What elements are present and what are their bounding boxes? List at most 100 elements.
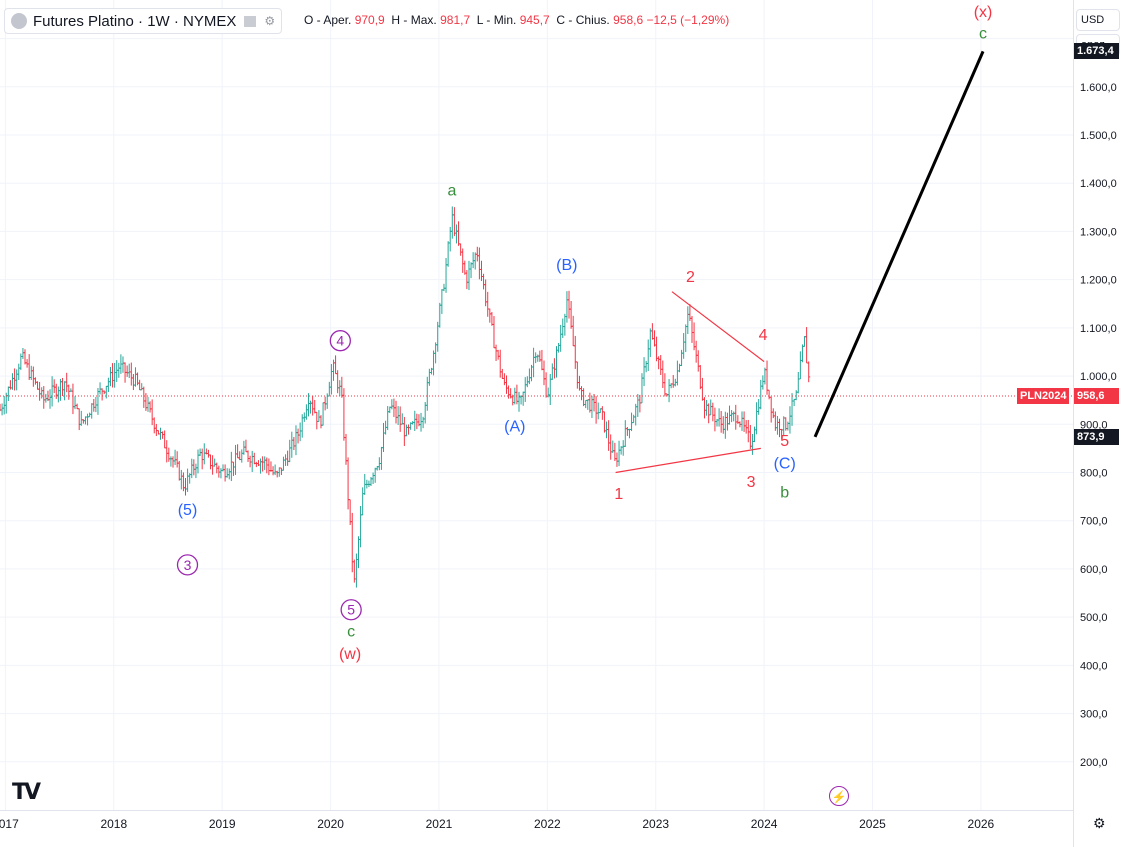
ohlc-bar xyxy=(54,383,58,399)
ohlc-bar xyxy=(467,260,471,291)
ohlc-bar xyxy=(50,376,54,407)
ohlc-bar xyxy=(371,472,375,485)
ohlc-bar xyxy=(398,406,402,432)
low-value: 945,7 xyxy=(519,13,550,27)
y-tick-label: 1.300,0 xyxy=(1080,226,1117,238)
ohlc-bar xyxy=(798,351,802,380)
ohlc-bar xyxy=(286,450,290,466)
ohlc-bar xyxy=(625,427,629,436)
flag-icon[interactable] xyxy=(244,15,257,27)
x-tick-label: 2024 xyxy=(751,817,778,831)
ohlc-bar xyxy=(742,411,746,432)
ohlc-bar xyxy=(569,300,573,329)
ohlc-bar xyxy=(719,410,723,433)
ohlc-bar xyxy=(404,424,408,437)
ohlc-bar xyxy=(169,456,173,467)
ohlc-bar xyxy=(442,283,446,292)
ohlc-bar xyxy=(77,408,81,431)
high-value: 981,7 xyxy=(440,13,471,27)
ohlc-bar xyxy=(700,377,704,401)
wave-label-circle xyxy=(176,554,199,576)
ohlc-bar xyxy=(457,221,461,246)
ohlc-bar xyxy=(206,449,210,458)
price-tag-last: 958,6 xyxy=(1074,388,1119,405)
x-tick-label: 2026 xyxy=(968,817,995,831)
ohlc-bar xyxy=(336,370,340,394)
ohlc-bar xyxy=(173,449,177,465)
ohlc-bar xyxy=(469,262,473,279)
ohlc-bar xyxy=(315,411,319,430)
ohlc-bar xyxy=(146,396,150,412)
ohlc-bar xyxy=(794,390,798,401)
ohlc-bar xyxy=(571,315,575,347)
currency-button[interactable]: USD xyxy=(1076,9,1120,31)
lightning-icon[interactable]: ⚡ xyxy=(829,786,849,806)
ohlc-bar xyxy=(313,399,317,414)
ohlc-bar xyxy=(705,399,709,416)
x-tick-label: 2025 xyxy=(859,817,886,831)
x-tick-label: 2020 xyxy=(317,817,344,831)
ohlc-bar xyxy=(492,316,496,349)
ohlc-bar xyxy=(236,444,240,459)
y-tick-label: 400,0 xyxy=(1080,660,1108,672)
currency-label: USD xyxy=(1081,14,1105,26)
ohlc-bar xyxy=(209,454,213,470)
ohlc-bar xyxy=(657,356,661,370)
symbol-title[interactable]: Futures Platino · 1W · NYMEX xyxy=(33,12,237,30)
ohlc-bar xyxy=(425,376,429,411)
settings-gear-icon[interactable]: ⚙ xyxy=(1093,815,1106,831)
ohlc-bar xyxy=(746,419,750,443)
ohlc-bar xyxy=(357,536,361,569)
ohlc-bar xyxy=(584,399,588,409)
ohlc-bar xyxy=(621,440,625,456)
ohlc-bar xyxy=(171,456,175,468)
ohlc-bar xyxy=(165,440,169,463)
ohlc-bar xyxy=(181,472,185,492)
ohlc-bar xyxy=(175,451,179,468)
ohlc-bar xyxy=(434,342,438,364)
ohlc-bar xyxy=(354,553,358,588)
ohlc-bar xyxy=(290,431,294,458)
ohlc-bar xyxy=(400,413,404,425)
ohlc-bar xyxy=(133,367,137,387)
gear-icon[interactable]: ⚙ xyxy=(264,14,276,28)
ohlc-legend: O - Aper. 970,9 H - Max. 981,7 L - Min. … xyxy=(304,13,729,27)
ohlc-bar xyxy=(6,386,10,402)
x-tick-label: 2023 xyxy=(642,817,669,831)
price-tag-projection-start: 873,9 xyxy=(1074,428,1119,445)
projection-line xyxy=(813,50,985,438)
y-tick-label: 900,0 xyxy=(1080,419,1108,431)
ohlc-bar xyxy=(650,323,654,340)
ohlc-bar xyxy=(154,423,158,437)
ohlc-bar xyxy=(461,248,465,273)
ohlc-bar xyxy=(563,313,567,336)
ohlc-bar xyxy=(177,460,181,481)
wave-label: 3 xyxy=(747,474,756,491)
triangle-trendline xyxy=(615,447,761,474)
ohlc-bar xyxy=(507,385,511,399)
ohlc-bar xyxy=(586,399,590,410)
ohlc-bar xyxy=(250,450,254,472)
ohlc-bar xyxy=(367,480,371,488)
wave-label: (x) xyxy=(974,4,993,21)
ohlc-bar xyxy=(190,458,194,479)
ohlc-bar xyxy=(17,363,21,380)
ohlc-bar xyxy=(350,512,354,573)
ohlc-bar xyxy=(709,399,713,416)
ohlc-bar xyxy=(317,410,321,422)
ohlc-bar xyxy=(361,487,365,516)
tradingview-logo-icon[interactable]: TV xyxy=(12,780,41,805)
ohlc-bar xyxy=(61,377,65,396)
symbol-title-wrap[interactable]: Futures Platino · 1W · NYMEX xyxy=(11,13,236,30)
ohlc-bar xyxy=(415,413,419,430)
symbol-header[interactable]: Futures Platino · 1W · NYMEX ⚙ xyxy=(4,8,283,34)
close-label: C - Chius. xyxy=(556,13,610,27)
ohlc-bar xyxy=(590,395,594,419)
ohlc-bar xyxy=(684,324,688,353)
ohlc-bar xyxy=(686,306,690,335)
y-tick-label: 600,0 xyxy=(1080,564,1108,576)
ohlc-bar xyxy=(682,333,686,359)
ohlc-bar xyxy=(488,308,492,323)
ohlc-bar xyxy=(582,388,586,407)
